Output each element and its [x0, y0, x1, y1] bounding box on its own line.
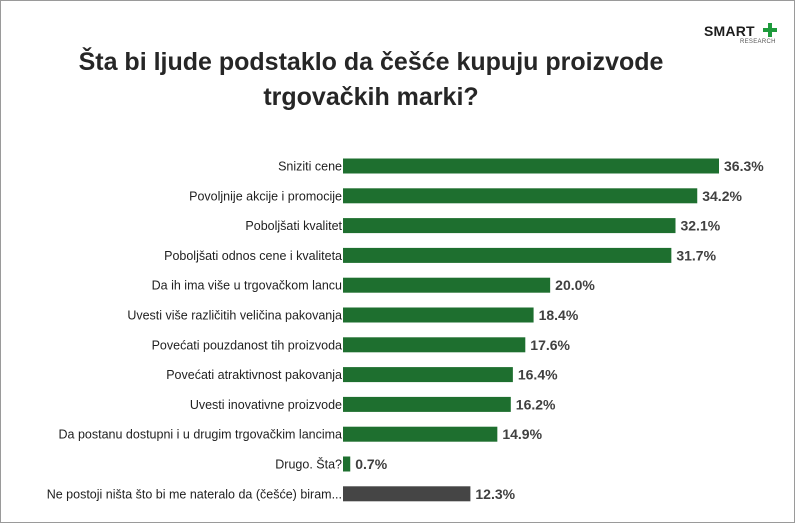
value-label: 31.7%	[676, 247, 716, 263]
smart-research-logo: SMART RESEARCH	[704, 21, 784, 51]
value-label: 36.3%	[724, 158, 764, 174]
value-label: 14.9%	[502, 426, 542, 442]
category-label: Da ih ima više u trgovačkom lancu	[152, 279, 342, 293]
chart-title: Šta bi ljude podstaklo da češće kupuju p…	[41, 45, 701, 115]
category-label: Ne postoji ništa što bi me nateralo da (…	[47, 487, 342, 501]
bar	[343, 426, 498, 442]
bar	[343, 247, 672, 263]
category-label: Uvesti inovativne proizvode	[190, 398, 342, 412]
bar	[343, 456, 351, 472]
bar	[343, 367, 513, 383]
category-label: Povećati pouzdanost tih proizvoda	[152, 338, 342, 352]
bar	[343, 218, 676, 234]
bar	[343, 158, 719, 174]
category-label: Da postanu dostupni i u drugim trgovački…	[59, 428, 343, 442]
plus-icon	[762, 22, 778, 38]
logo-word: SMART	[704, 23, 755, 39]
category-label: Sniziti cene	[278, 160, 342, 174]
value-label: 12.3%	[475, 486, 515, 502]
value-label: 0.7%	[355, 456, 387, 472]
value-label: 16.4%	[518, 367, 558, 383]
bar	[343, 277, 551, 293]
value-label: 16.2%	[516, 396, 556, 412]
category-label: Povoljnije akcije i promocije	[189, 189, 342, 203]
value-label: 32.1%	[680, 218, 720, 234]
bar	[343, 337, 526, 353]
bar	[343, 307, 534, 323]
chart-title-line-2: trgovačkih marki?	[263, 83, 479, 111]
value-label: 18.4%	[539, 307, 579, 323]
value-label: 20.0%	[555, 277, 595, 293]
bar	[343, 188, 698, 204]
chart-title-line-1: Šta bi ljude podstaklo da češće kupuju p…	[78, 48, 664, 76]
bar	[343, 396, 511, 412]
category-label: Poboljšati kvalitet	[245, 219, 342, 233]
bar	[343, 486, 471, 502]
category-label: Povećati atraktivnost pakovanja	[166, 368, 342, 382]
value-label: 34.2%	[702, 188, 742, 204]
category-label: Poboljšati odnos cene i kvaliteta	[164, 249, 342, 263]
category-label: Uvesti više različitih veličina pakovanj…	[127, 309, 342, 323]
category-label: Drugo. Šta?	[275, 457, 342, 472]
value-label: 17.6%	[530, 337, 570, 353]
logo-subtitle: RESEARCH	[740, 39, 776, 45]
